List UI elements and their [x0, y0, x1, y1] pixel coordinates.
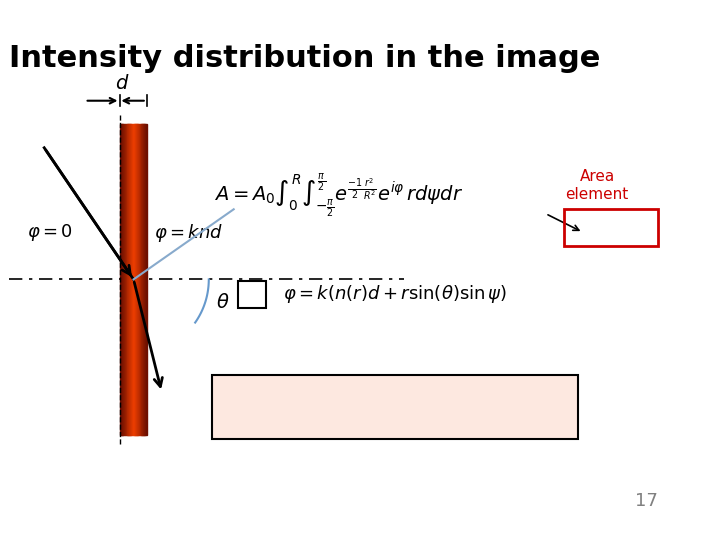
Bar	[143, 124, 144, 435]
Text: Area
element: Area element	[566, 169, 629, 201]
Bar	[128, 124, 130, 435]
Bar	[139, 124, 140, 435]
Text: $\varphi = k(n(r)d + r\sin(\theta)\sin\psi)$: $\varphi = k(n(r)d + r\sin(\theta)\sin\p…	[283, 284, 507, 306]
Bar	[130, 124, 131, 435]
Text: 17: 17	[636, 492, 658, 510]
Bar	[127, 124, 128, 435]
Bar	[135, 124, 136, 435]
Bar	[144, 124, 145, 435]
Bar	[146, 124, 147, 435]
Bar	[122, 124, 124, 435]
Text: $\varphi = 0$: $\varphi = 0$	[27, 222, 73, 244]
Bar	[212, 375, 578, 439]
Bar	[131, 124, 132, 435]
Bar	[138, 124, 139, 435]
Bar	[121, 124, 122, 435]
Bar	[145, 124, 146, 435]
Bar	[137, 124, 138, 435]
Bar	[238, 281, 266, 308]
Bar	[125, 124, 126, 435]
Bar	[143, 124, 145, 435]
Bar	[127, 124, 129, 435]
Bar	[141, 124, 143, 435]
Bar	[140, 124, 142, 435]
Text: $I = I_0 \exp(-\delta z)\,|A|^2$: $I = I_0 \exp(-\delta z)\,|A|^2$	[284, 391, 506, 424]
Bar	[136, 124, 138, 435]
Text: $A = A_0\int_0^R\int_{-\frac{\pi}{2}}^{\frac{\pi}{2}}e^{\frac{-1}{2}\frac{r^2}{R: $A = A_0\int_0^R\int_{-\frac{\pi}{2}}^{\…	[214, 171, 463, 219]
Bar	[564, 209, 658, 246]
Text: $\varphi = knd$: $\varphi = knd$	[154, 222, 223, 244]
Bar	[129, 124, 130, 435]
Bar	[135, 124, 137, 435]
Bar	[120, 124, 122, 435]
Bar	[140, 124, 141, 435]
Bar	[126, 124, 127, 435]
Text: Intensity distribution in the image: Intensity distribution in the image	[9, 44, 600, 73]
Bar	[132, 124, 134, 435]
Text: $d$: $d$	[115, 74, 130, 93]
Bar	[132, 124, 133, 435]
Bar	[133, 124, 135, 435]
Text: $\theta$: $\theta$	[216, 293, 230, 313]
Bar	[123, 124, 125, 435]
Bar	[124, 124, 125, 435]
